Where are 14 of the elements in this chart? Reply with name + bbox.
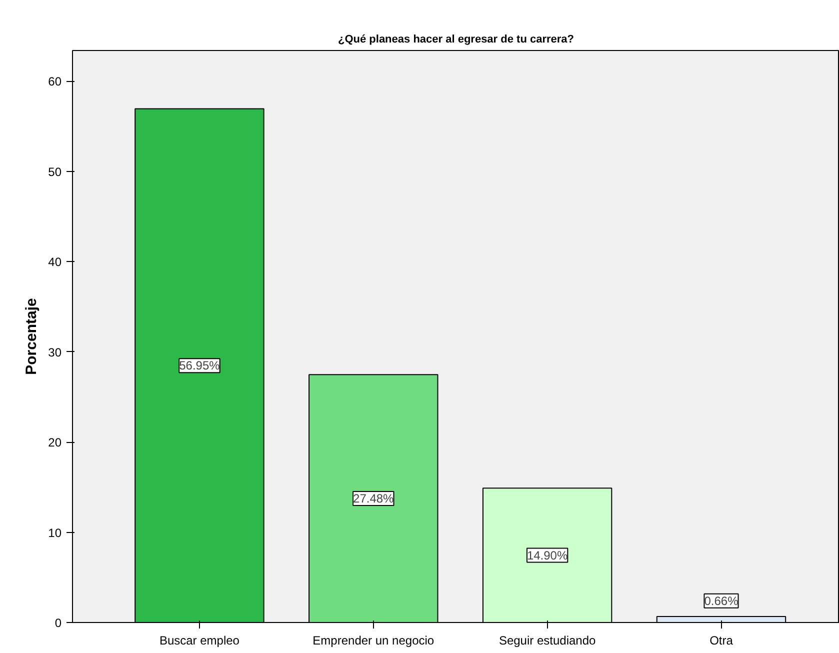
x-tick-label: Otra [710, 634, 734, 648]
y-tick-label: 20 [48, 436, 62, 450]
y-tick-label: 10 [48, 526, 62, 540]
chart-title: ¿Qué planeas hacer al egresar de tu carrera? [338, 34, 574, 46]
x-tick-label: Emprender un negocio [312, 634, 434, 648]
y-tick-label: 30 [48, 345, 62, 360]
x-tick-label: Seguir estudiando [498, 634, 596, 648]
y-tick-label: 0 [54, 616, 62, 630]
x-tick-label: Buscar empleo [159, 634, 240, 648]
y-tick-label: 40 [48, 255, 62, 270]
data-label: 56.95% [179, 358, 220, 373]
y-tick-label: 60 [48, 74, 62, 89]
y-tick-label: 50 [48, 164, 62, 179]
y-axis-title: Porcentaje [23, 298, 40, 375]
